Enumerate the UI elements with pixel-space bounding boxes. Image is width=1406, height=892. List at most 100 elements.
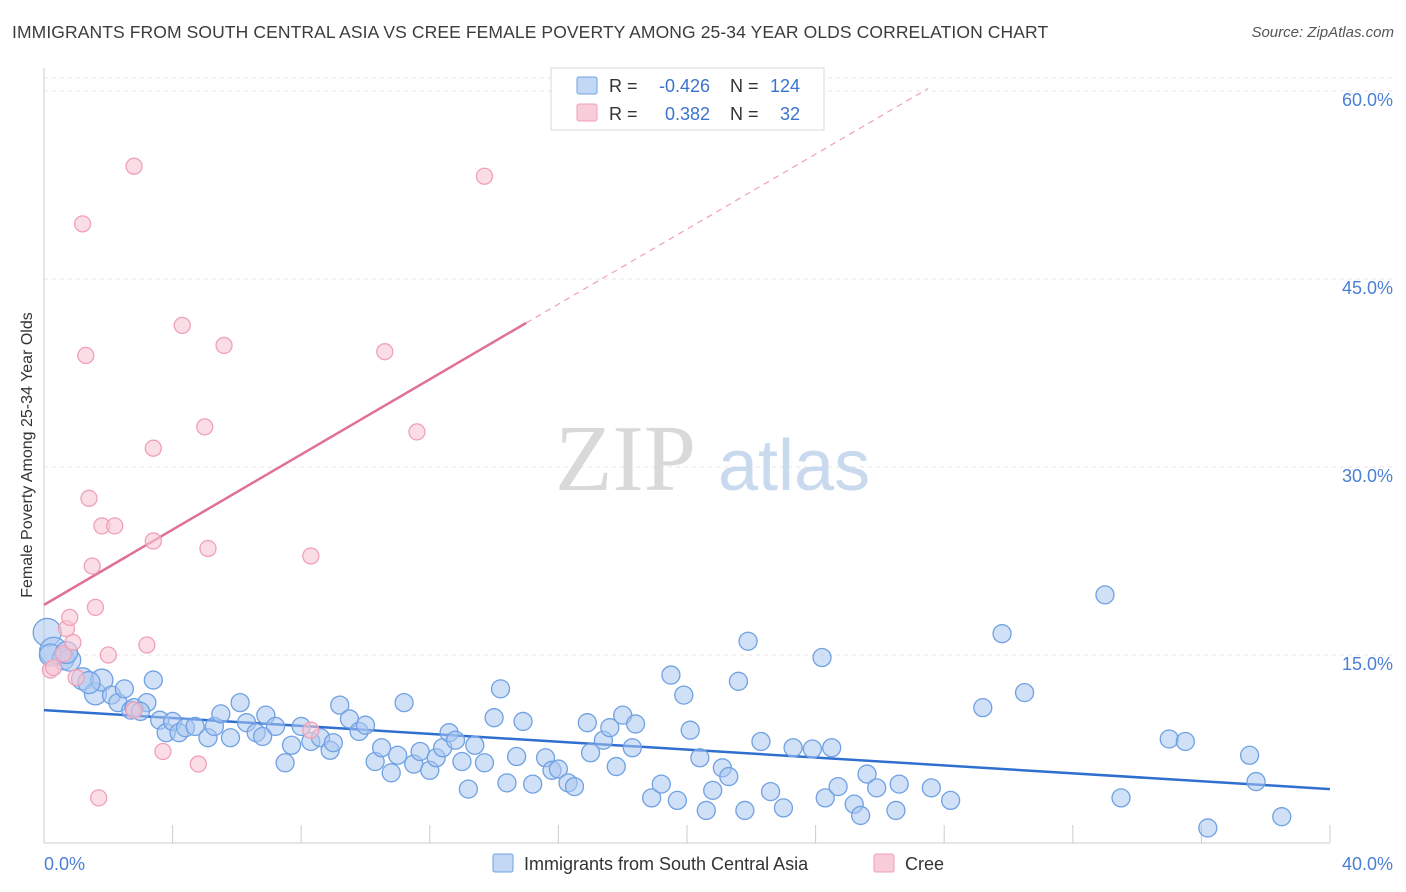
point-cree xyxy=(189,755,207,773)
point-cree xyxy=(61,608,79,627)
point-south-central-asia xyxy=(828,776,848,797)
point-cree xyxy=(90,789,108,807)
point-south-central-asia xyxy=(867,778,887,798)
point-cree xyxy=(80,489,98,507)
point-south-central-asia xyxy=(281,735,302,755)
point-south-central-asia xyxy=(1175,731,1195,752)
point-south-central-asia xyxy=(735,800,755,821)
point-cree xyxy=(77,346,95,365)
x-tick-label: 0.0% xyxy=(44,854,85,874)
series-legend: Immigrants from South Central Asia Cree xyxy=(492,853,944,874)
point-south-central-asia xyxy=(760,781,781,802)
point-south-central-asia xyxy=(889,774,909,794)
point-cree xyxy=(154,742,172,761)
point-cree xyxy=(215,336,233,355)
point-cree xyxy=(475,167,494,185)
point-south-central-asia xyxy=(114,679,135,699)
point-south-central-asia xyxy=(783,738,803,758)
point-south-central-asia xyxy=(1198,818,1218,838)
grid-lines xyxy=(44,77,1395,656)
point-cree xyxy=(86,598,105,617)
point-south-central-asia xyxy=(275,753,295,773)
x-tick-label: 40.0% xyxy=(1342,854,1393,874)
point-south-central-asia xyxy=(410,741,430,762)
point-south-central-asia xyxy=(143,670,163,690)
point-south-central-asia xyxy=(921,778,941,798)
point-south-central-asia xyxy=(1239,745,1260,765)
tick-labels: 15.0% 30.0% 45.0% 60.0% 0.0% 40.0% xyxy=(44,90,1393,874)
series-legend-swatch-pink xyxy=(873,853,895,873)
point-south-central-asia xyxy=(230,692,250,713)
point-south-central-asia xyxy=(458,779,479,799)
point-south-central-asia xyxy=(323,733,344,753)
legend-r-label-1: R = xyxy=(609,76,638,96)
point-south-central-asia xyxy=(577,713,597,733)
point-south-central-asia xyxy=(690,748,710,768)
point-cree xyxy=(408,423,426,441)
point-south-central-asia xyxy=(850,805,871,826)
point-cree xyxy=(144,439,162,457)
point-south-central-asia xyxy=(973,697,993,718)
point-south-central-asia xyxy=(465,735,485,755)
point-south-central-asia xyxy=(1272,807,1292,827)
series-legend-label-blue: Immigrants from South Central Asia xyxy=(524,854,809,874)
point-south-central-asia xyxy=(728,671,749,691)
point-cree xyxy=(67,668,85,687)
point-south-central-asia xyxy=(564,776,585,797)
point-south-central-asia xyxy=(355,715,376,735)
legend-swatch-pink xyxy=(576,103,598,122)
point-south-central-asia xyxy=(703,780,723,801)
point-south-central-asia xyxy=(886,800,906,821)
point-south-central-asia xyxy=(773,798,794,818)
legend-n-value-2: 32 xyxy=(780,104,800,124)
trend-line-cree-extension xyxy=(525,87,929,324)
watermark-atlas: atlas xyxy=(718,426,870,506)
y-tick-label: 30.0% xyxy=(1342,466,1393,486)
data-points xyxy=(32,157,1292,838)
point-cree xyxy=(138,636,156,654)
point-south-central-asia xyxy=(513,711,533,732)
point-south-central-asia xyxy=(211,704,231,724)
legend-n-label-1: N = xyxy=(730,76,759,96)
point-south-central-asia xyxy=(625,714,646,734)
series-legend-swatch-blue xyxy=(492,853,514,873)
point-south-central-asia xyxy=(606,756,626,777)
point-south-central-asia xyxy=(992,624,1012,644)
point-south-central-asia xyxy=(738,631,758,651)
point-south-central-asia xyxy=(940,790,961,811)
legend-swatch-blue xyxy=(576,76,598,95)
point-south-central-asia xyxy=(497,773,517,793)
point-cree xyxy=(302,547,320,565)
point-south-central-asia xyxy=(1246,771,1266,792)
point-south-central-asia xyxy=(387,745,408,765)
point-south-central-asia xyxy=(1159,729,1179,749)
series-legend-label-pink: Cree xyxy=(905,854,944,874)
legend-n-value-1: 124 xyxy=(770,76,800,96)
point-south-central-asia xyxy=(220,728,241,748)
point-south-central-asia xyxy=(661,665,681,685)
point-south-central-asia xyxy=(381,763,401,783)
point-south-central-asia xyxy=(185,716,205,737)
point-south-central-asia xyxy=(394,692,414,713)
point-south-central-asia xyxy=(696,800,716,821)
point-cree xyxy=(99,646,117,664)
point-south-central-asia xyxy=(680,720,700,740)
stats-legend: R = -0.426 N = 124 R = 0.382 N = 32 xyxy=(550,67,825,131)
point-cree xyxy=(73,215,92,233)
point-south-central-asia xyxy=(452,751,472,772)
point-south-central-asia xyxy=(822,738,842,758)
point-cree xyxy=(64,633,82,652)
point-south-central-asia xyxy=(622,738,642,758)
point-south-central-asia xyxy=(1095,585,1115,605)
point-south-central-asia xyxy=(580,743,601,763)
point-cree xyxy=(44,658,63,677)
point-south-central-asia xyxy=(751,731,771,752)
point-south-central-asia xyxy=(1014,682,1035,703)
point-south-central-asia xyxy=(371,738,392,758)
point-cree xyxy=(125,701,143,719)
point-south-central-asia xyxy=(815,788,835,808)
point-south-central-asia xyxy=(506,746,527,767)
y-tick-label: 15.0% xyxy=(1342,654,1393,674)
point-south-central-asia xyxy=(484,708,504,728)
